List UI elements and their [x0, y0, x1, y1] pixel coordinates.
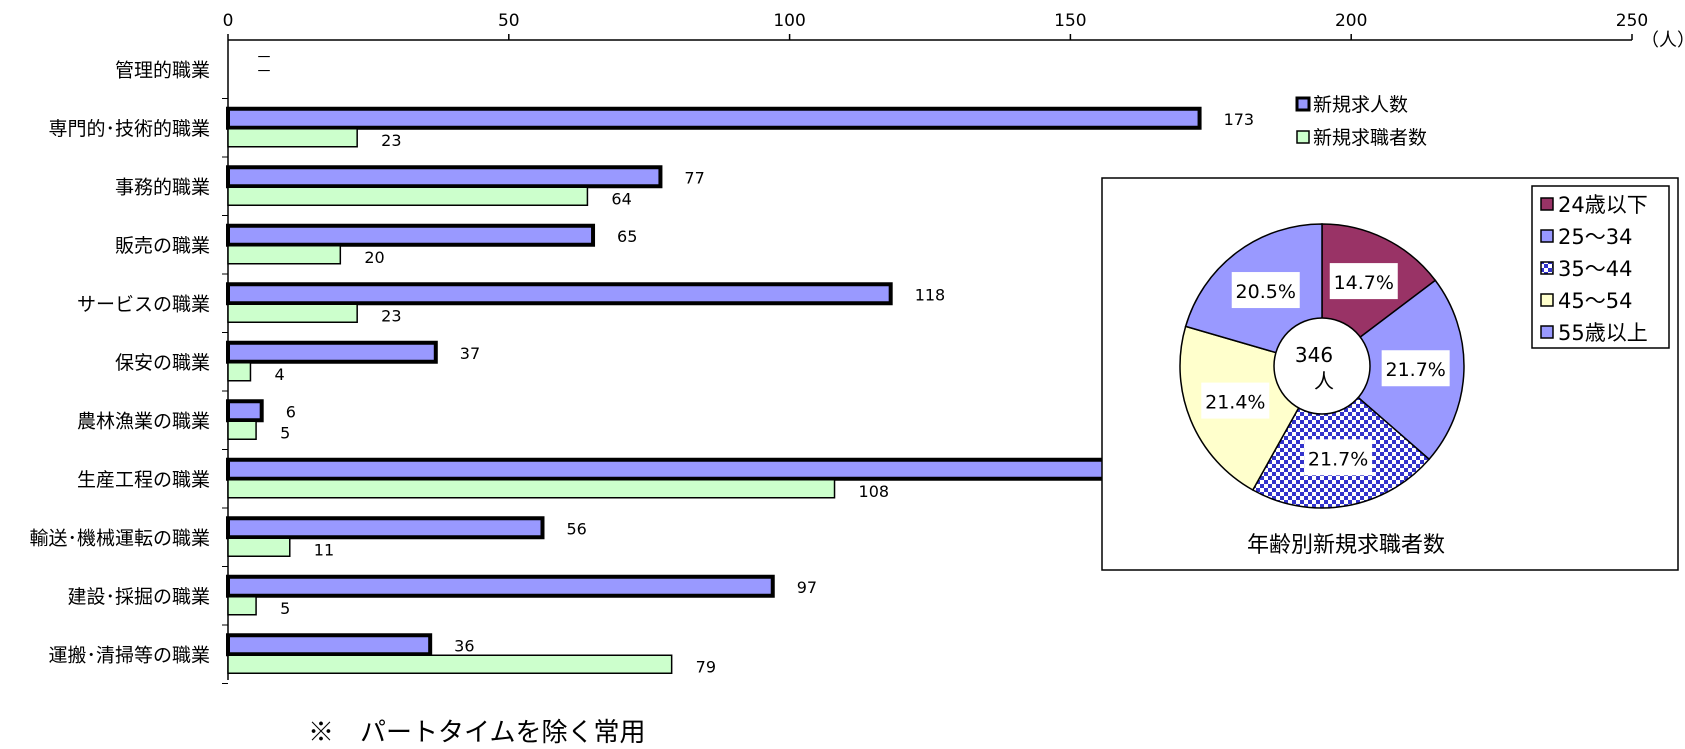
data-label-series-1: 37 [460, 344, 480, 363]
pie-slice-label: 21.4% [1205, 392, 1265, 414]
pie-legend-label: 24歳以下 [1558, 193, 1648, 217]
pie-title: 年齢別新規求職者数 [1247, 533, 1445, 558]
data-label-series-2: 5 [280, 423, 290, 442]
category-label: 生産工程の職業 [77, 469, 210, 491]
data-label-series-2: 23 [381, 306, 401, 325]
pie-slice-label: 21.7% [1308, 448, 1368, 470]
x-tick-label: 200 [1335, 11, 1367, 31]
data-label-series-2: 79 [696, 657, 716, 676]
data-label-series-1: 118 [915, 285, 946, 304]
x-tick-label: 250 [1616, 11, 1648, 31]
x-axis-unit: （人） [1641, 30, 1685, 51]
pie-slice-label: 14.7% [1334, 272, 1394, 294]
pie-center [1273, 317, 1371, 415]
category-label: 保安の職業 [115, 352, 210, 374]
bar-series-1 [226, 282, 893, 306]
pie-label-box [1329, 263, 1398, 300]
bar-series-2 [227, 537, 291, 557]
bar-series-2 [227, 362, 252, 382]
pie-legend-swatch [1540, 197, 1554, 211]
bar-series-1 [226, 340, 438, 364]
bar-series-2 [227, 303, 358, 323]
category-label: 運搬･清掃等の職業 [48, 644, 210, 666]
pie-slice [1251, 364, 1431, 509]
pie-center-value: 346 [1295, 343, 1333, 367]
data-label-series-1: 36 [454, 636, 474, 655]
pie-slice-label: 21.7% [1385, 359, 1445, 381]
x-tick-label: 100 [773, 11, 805, 31]
data-label-series-1: 6 [286, 402, 296, 421]
data-label-series-2: 64 [611, 189, 631, 208]
bar-series-2 [227, 186, 589, 206]
bar-series-1 [226, 165, 663, 189]
category-label: 輸送･機械運転の職業 [29, 527, 210, 549]
data-label-series-2: － [256, 61, 272, 80]
category-label: 建設･採掘の職業 [67, 586, 210, 608]
category-label: サービスの職業 [77, 293, 210, 315]
legend-label: 新規求職者数 [1313, 127, 1427, 149]
bar-series-2 [227, 479, 836, 499]
bar-series-2 [227, 654, 673, 674]
pie-legend-label: 25～34 [1558, 225, 1632, 249]
data-label-series-2: 11 [314, 540, 334, 559]
pie-legend-box [1531, 185, 1670, 349]
bar-series-1 [226, 516, 545, 540]
pie-legend-swatch [1540, 293, 1554, 307]
bar-series-2 [227, 128, 358, 148]
bar-series-1 [226, 106, 1202, 130]
pie-label-box [1304, 439, 1373, 476]
bar-series-2 [227, 245, 342, 265]
x-tick-label: 150 [1054, 11, 1086, 31]
data-label-series-2: 20 [364, 248, 384, 267]
bar-series-1 [226, 457, 1230, 481]
pie-label-box [1201, 382, 1270, 419]
data-label-series-1: 97 [797, 578, 817, 597]
data-label-series-1: 173 [1224, 110, 1255, 129]
pie-slice-label: 20.5% [1236, 281, 1296, 303]
pie-legend-swatch [1540, 261, 1554, 275]
pie-legend-label: 55歳以上 [1558, 321, 1648, 345]
legend-swatch [1295, 96, 1311, 112]
bar-series-1 [226, 633, 433, 657]
bar-series-2 [227, 420, 257, 440]
category-label: 販売の職業 [115, 235, 210, 257]
pie-label-box [1381, 350, 1450, 387]
data-label-series-2: 23 [381, 131, 401, 150]
data-label-series-1: 65 [617, 227, 637, 246]
pie-legend-label: 45～54 [1558, 289, 1632, 313]
x-tick-label: 0 [223, 11, 234, 31]
data-label-series-2: 5 [280, 599, 290, 618]
bar-series-1 [226, 223, 596, 247]
category-label: 農林漁業の職業 [77, 410, 210, 432]
data-label-series-1: 77 [684, 168, 704, 187]
x-tick-label: 50 [498, 11, 520, 31]
legend-swatch [1296, 130, 1310, 144]
category-label: 管理的職業 [115, 59, 210, 81]
data-label-series-1: 56 [566, 519, 586, 538]
bar-series-1 [226, 574, 775, 598]
legend-label: 新規求人数 [1313, 94, 1408, 116]
data-label-series-2: 4 [274, 365, 284, 384]
data-label-series-1: － [256, 47, 272, 66]
pie-center-unit: 人 [1314, 369, 1334, 393]
pie-legend-label: 35～44 [1558, 257, 1632, 281]
bar-series-1 [226, 399, 264, 423]
pie-legend-swatch [1540, 229, 1554, 243]
bar-series-2 [227, 596, 257, 616]
pie-legend-swatch [1540, 325, 1554, 339]
footnote: ※ パートタイムを除く常用 [308, 718, 646, 748]
data-label-series-2: 108 [859, 482, 890, 501]
pie-label-box [1231, 272, 1300, 309]
category-label: 専門的･技術的職業 [48, 118, 210, 140]
category-label: 事務的職業 [115, 176, 210, 198]
axis-layer: 0 50 100 150 200 250（人） 管理的職業専門的･技術的職業事務的職業販売の… [29, 11, 1685, 684]
